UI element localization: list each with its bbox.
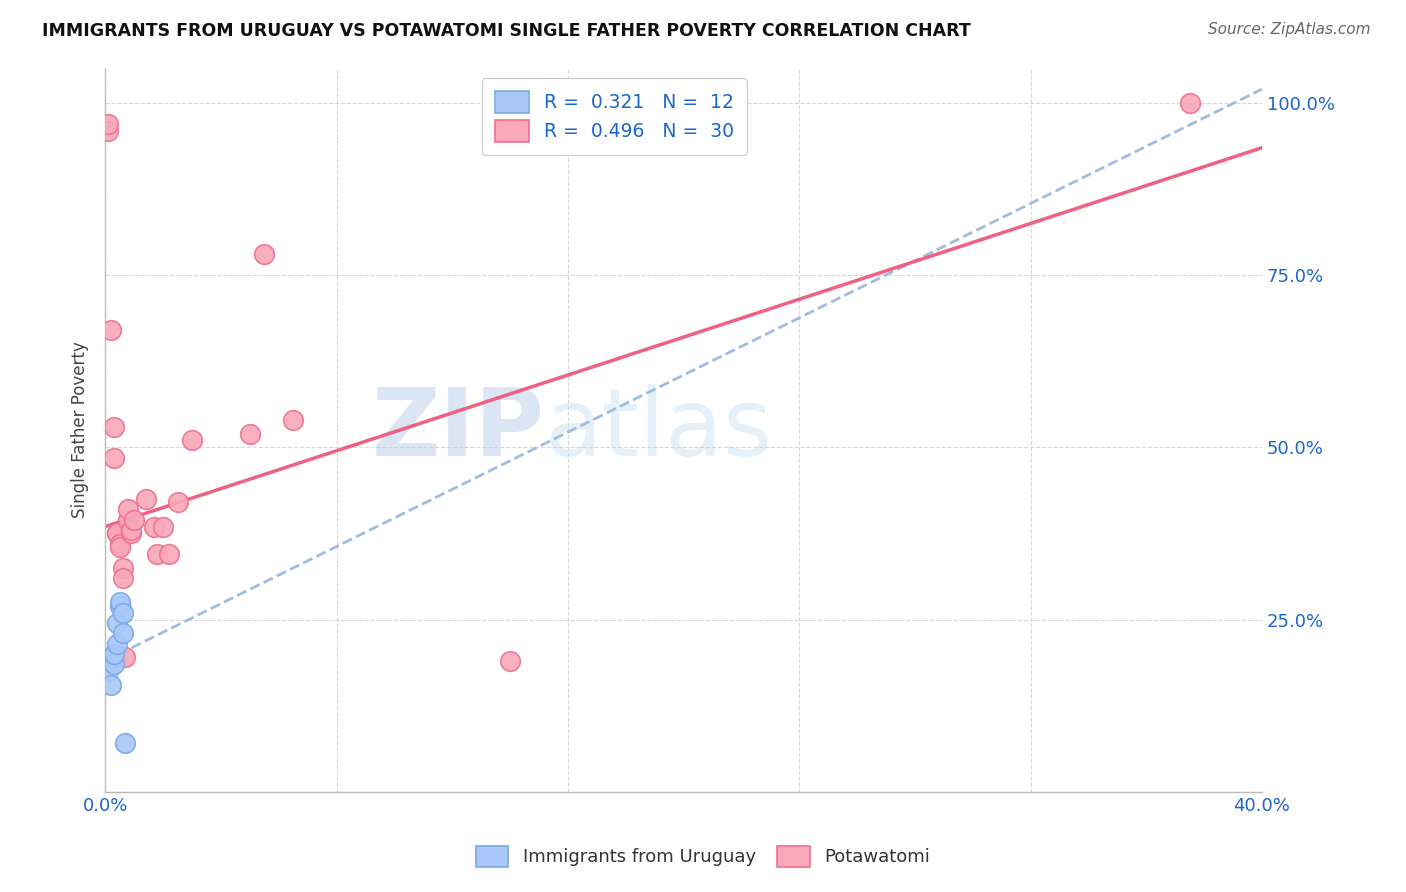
- Point: [157, 547, 180, 561]
- Point: [120, 526, 142, 541]
- Y-axis label: Single Father Poverty: Single Father Poverty: [72, 342, 89, 518]
- Point: [120, 523, 142, 537]
- Point: [283, 413, 305, 427]
- Point: [114, 737, 136, 751]
- Point: [122, 513, 145, 527]
- Point: [100, 678, 122, 692]
- Point: [143, 519, 166, 533]
- Point: [499, 654, 522, 668]
- Point: [166, 495, 188, 509]
- Point: [100, 650, 122, 665]
- Point: [108, 540, 131, 554]
- Point: [97, 123, 120, 137]
- Point: [108, 599, 131, 613]
- Point: [114, 650, 136, 665]
- Point: [103, 657, 125, 672]
- Point: [103, 450, 125, 465]
- Point: [105, 526, 128, 541]
- Point: [181, 434, 204, 448]
- Point: [239, 426, 262, 441]
- Point: [105, 615, 128, 630]
- Text: atlas: atlas: [544, 384, 773, 476]
- Point: [117, 513, 139, 527]
- Point: [105, 637, 128, 651]
- Legend: Immigrants from Uruguay, Potawatomi: Immigrants from Uruguay, Potawatomi: [468, 838, 938, 874]
- Point: [111, 606, 134, 620]
- Point: [97, 664, 120, 678]
- Point: [135, 491, 157, 506]
- Point: [103, 419, 125, 434]
- Point: [100, 323, 122, 337]
- Text: ZIP: ZIP: [371, 384, 544, 476]
- Text: Source: ZipAtlas.com: Source: ZipAtlas.com: [1208, 22, 1371, 37]
- Point: [103, 650, 125, 665]
- Point: [105, 526, 128, 541]
- Point: [111, 626, 134, 640]
- Point: [103, 647, 125, 661]
- Point: [111, 561, 134, 575]
- Point: [108, 595, 131, 609]
- Point: [117, 502, 139, 516]
- Point: [108, 537, 131, 551]
- Point: [97, 117, 120, 131]
- Point: [253, 247, 276, 261]
- Point: [111, 571, 134, 585]
- Point: [146, 547, 169, 561]
- Point: [152, 519, 174, 533]
- Legend: R =  0.321   N =  12, R =  0.496   N =  30: R = 0.321 N = 12, R = 0.496 N = 30: [482, 78, 747, 155]
- Point: [1178, 95, 1201, 110]
- Text: IMMIGRANTS FROM URUGUAY VS POTAWATOMI SINGLE FATHER POVERTY CORRELATION CHART: IMMIGRANTS FROM URUGUAY VS POTAWATOMI SI…: [42, 22, 972, 40]
